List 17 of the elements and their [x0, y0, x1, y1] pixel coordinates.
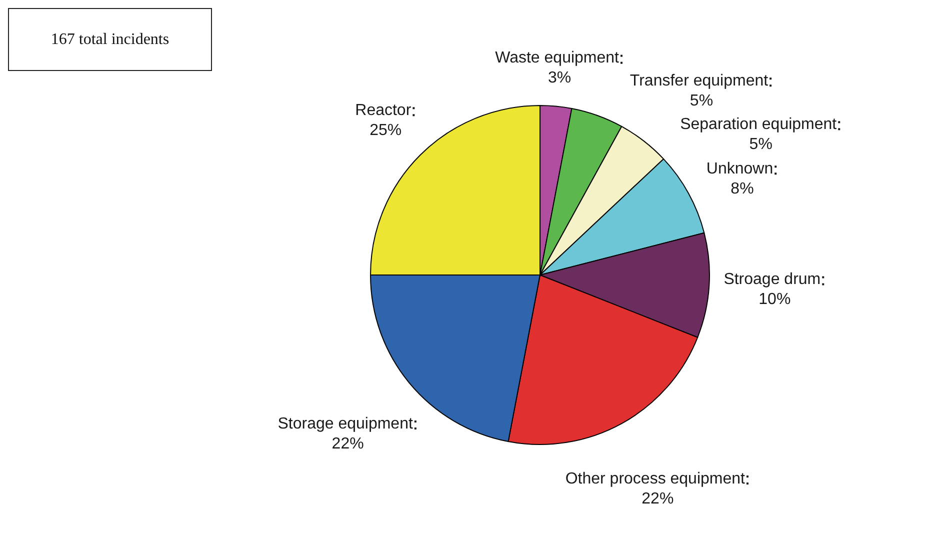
data-label: 25%	[370, 122, 402, 140]
data-label: 5%	[690, 92, 714, 110]
data-label: 3%	[548, 70, 572, 87]
slice-label: Waste equipment	[495, 50, 620, 67]
slice-label: Transfer equipment	[630, 72, 769, 90]
slice-label: Reactor	[355, 102, 412, 120]
slice-label: Separation equipment	[680, 116, 838, 134]
data-label: 10%	[758, 291, 791, 308]
slice-label: Stroage drum	[724, 271, 821, 288]
slice-label: Storage equipment	[278, 415, 414, 432]
data-label: 22%	[332, 435, 364, 452]
data-label: 22%	[642, 490, 674, 508]
data-label: 8%	[730, 180, 754, 198]
slice-label: Unknown	[706, 160, 774, 178]
data-label: 5%	[749, 136, 772, 154]
text: 167 total incidents	[8, 8, 212, 71]
slice-label: Other process equipment	[565, 470, 746, 488]
